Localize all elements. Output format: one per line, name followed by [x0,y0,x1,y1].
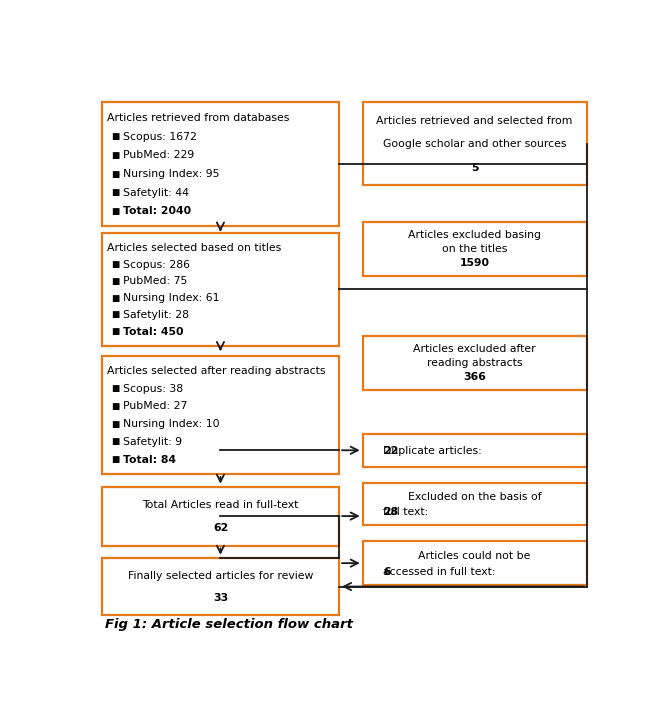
FancyBboxPatch shape [363,336,587,390]
Text: Nursing Index: 10: Nursing Index: 10 [123,419,220,429]
Text: Scopus: 1672: Scopus: 1672 [123,132,197,142]
Text: 6: 6 [384,567,391,577]
Text: ■: ■ [112,169,120,179]
Text: ■: ■ [112,277,120,286]
FancyBboxPatch shape [363,434,587,467]
FancyBboxPatch shape [363,541,587,585]
Text: ■: ■ [112,260,120,269]
Text: ■: ■ [112,310,120,320]
FancyBboxPatch shape [363,483,587,525]
Text: 1590: 1590 [460,258,490,268]
Text: ■: ■ [112,402,120,411]
Text: ■: ■ [112,207,120,216]
Text: Duplicate articles:: Duplicate articles: [384,446,486,456]
FancyBboxPatch shape [363,222,587,276]
Text: Total: 84: Total: 84 [123,455,176,465]
Text: ■: ■ [112,151,120,160]
Text: Safetylit: 9: Safetylit: 9 [123,437,182,447]
Text: Total: 2040: Total: 2040 [123,207,192,217]
Text: PubMed: 27: PubMed: 27 [123,401,187,411]
FancyBboxPatch shape [102,558,339,616]
FancyBboxPatch shape [363,102,587,185]
Text: ■: ■ [112,384,120,393]
Text: PubMed: 75: PubMed: 75 [123,277,187,287]
Text: ■: ■ [112,455,120,464]
Text: Total: 450: Total: 450 [123,327,183,337]
Text: ■: ■ [112,438,120,446]
Text: 62: 62 [213,523,228,533]
Text: Excluded on the basis of: Excluded on the basis of [408,492,542,502]
Text: Nursing Index: 61: Nursing Index: 61 [123,293,220,303]
Text: 22: 22 [384,446,398,456]
Text: Articles retrieved and selected from: Articles retrieved and selected from [376,116,573,126]
Text: ■: ■ [112,188,120,197]
Text: PubMed: 229: PubMed: 229 [123,150,194,160]
Text: Google scholar and other sources: Google scholar and other sources [383,139,566,149]
Text: accessed in full text:: accessed in full text: [384,567,499,577]
Text: Total Articles read in full-text: Total Articles read in full-text [142,500,299,510]
Text: Scopus: 38: Scopus: 38 [123,384,183,394]
Text: Articles excluded after: Articles excluded after [413,345,536,355]
FancyBboxPatch shape [102,355,339,474]
Text: Articles excluded basing: Articles excluded basing [408,230,541,240]
FancyBboxPatch shape [102,102,339,226]
Text: Fig 1: Article selection flow chart: Fig 1: Article selection flow chart [105,618,353,631]
Text: 366: 366 [463,373,486,383]
FancyBboxPatch shape [102,233,339,345]
Text: Articles retrieved from databases: Articles retrieved from databases [108,113,290,123]
Text: 33: 33 [213,593,228,603]
Text: ■: ■ [112,327,120,336]
Text: 5: 5 [471,162,478,172]
Text: reading abstracts: reading abstracts [427,358,522,368]
Text: Safetylit: 28: Safetylit: 28 [123,310,189,320]
Text: Safetylit: 44: Safetylit: 44 [123,188,189,198]
Text: Nursing Index: 95: Nursing Index: 95 [123,169,220,179]
Text: ■: ■ [112,420,120,429]
Text: ■: ■ [112,294,120,302]
Text: Articles selected after reading abstracts: Articles selected after reading abstract… [108,366,326,376]
Text: on the titles: on the titles [442,245,507,255]
Text: Finally selected articles for review: Finally selected articles for review [128,571,313,581]
Text: Scopus: 286: Scopus: 286 [123,260,190,270]
FancyBboxPatch shape [102,487,339,546]
Text: 28: 28 [384,507,398,517]
Text: Articles could not be: Articles could not be [419,551,531,561]
Text: full text:: full text: [384,507,432,517]
Text: ■: ■ [112,132,120,142]
Text: Articles selected based on titles: Articles selected based on titles [108,243,282,253]
